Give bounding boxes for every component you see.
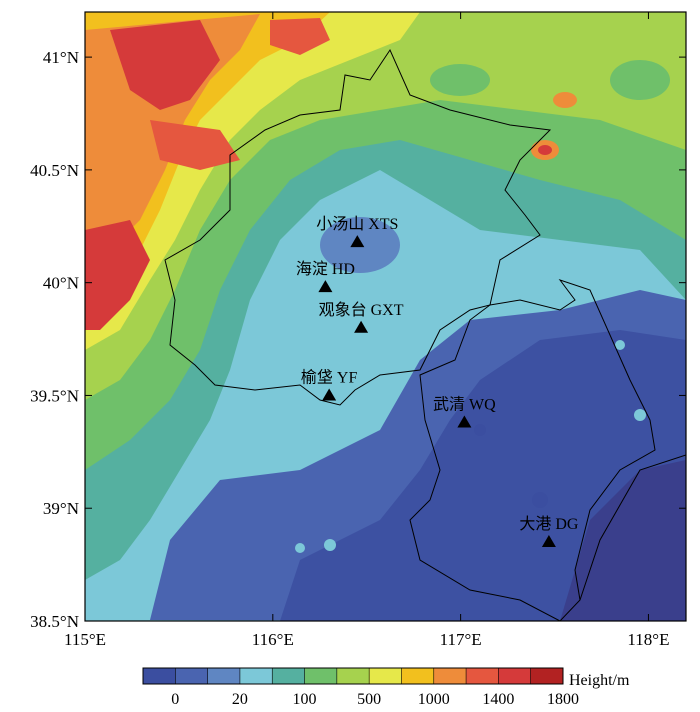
colorbar-segment [369, 668, 402, 684]
tianjin-boundary [409, 279, 656, 621]
colorbar-segment [433, 668, 467, 684]
lat-tick-label: 39.5°N [30, 386, 79, 405]
lon-tick-label: 116°E [252, 630, 294, 649]
colorbar-segment [530, 668, 564, 684]
lat-tick-label: 40°N [43, 274, 79, 293]
colorbar-tick-label: 100 [293, 691, 317, 708]
lon-tick-label: 115°E [64, 630, 106, 649]
colorbar-segment [239, 668, 273, 684]
station-label: 观象台 GXT [319, 301, 404, 319]
colorbar-segment [401, 668, 435, 684]
colorbar-segment [175, 668, 209, 684]
terrain-raster [85, 12, 686, 621]
colorbar-tick-label: 1400 [482, 691, 514, 708]
station-label: 海淀 HD [296, 260, 355, 278]
triangle-icon [541, 535, 556, 548]
colorbar-tick-label: 0 [171, 691, 179, 708]
colorbar-segment [143, 668, 176, 684]
lon-axis: 115°E 116°E 117°E 118°E [64, 12, 669, 649]
lon-tick-label: 117°E [440, 630, 482, 649]
station-marker[interactable]: 武清 WQ [433, 396, 496, 428]
triangle-icon [318, 280, 333, 293]
station-marker[interactable]: 大港 DG [519, 515, 579, 548]
coastline [579, 454, 686, 601]
colorbar-segment [498, 668, 532, 684]
lat-tick-label: 38.5°N [30, 612, 79, 631]
colorbar-tick-label: 500 [357, 691, 381, 708]
lat-tick-label: 39°N [43, 499, 79, 518]
station-marker[interactable]: 海淀 HD [296, 260, 355, 293]
colorbar-tick-label: 1000 [418, 691, 450, 708]
colorbar-tick-label: 1800 [547, 691, 579, 708]
lat-axis: 41°N 40.5°N 40°N 39.5°N 39°N 38.5°N [30, 48, 686, 631]
station-marker[interactable]: 观象台 GXT [319, 301, 404, 333]
triangle-icon [354, 320, 369, 333]
station-label: 武清 WQ [433, 396, 496, 414]
colorbar-segment [207, 668, 241, 684]
colorbar: 0 20 100 500 1000 1400 1800 Height/m [142, 667, 630, 708]
colorbar-frame [142, 667, 564, 685]
triangle-icon [457, 415, 472, 428]
beijing-boundary [164, 48, 552, 406]
province-boundaries [164, 48, 686, 621]
colorbar-title: Height/m [569, 672, 630, 689]
station-marker[interactable]: 小汤山 XTS [316, 215, 398, 248]
triangle-icon [350, 235, 365, 248]
station-label: 小汤山 XTS [316, 215, 398, 233]
triangle-icon [322, 388, 337, 401]
station-label: 榆垡 YF [301, 368, 358, 386]
colorbar-segment [272, 668, 306, 684]
lat-tick-label: 40.5°N [30, 161, 79, 180]
lat-tick-label: 41°N [43, 48, 79, 67]
lon-tick-label: 118°E [627, 630, 669, 649]
station-marker[interactable]: 榆垡 YF [301, 368, 358, 401]
plot-frame [84, 11, 687, 622]
colorbar-tick-label: 20 [232, 691, 248, 708]
colorbar-segment [466, 668, 499, 684]
station-label: 大港 DG [519, 515, 579, 533]
colorbar-segment [336, 668, 370, 684]
station-layer: 小汤山 XTS 海淀 HD 观象台 GXT 榆垡 YF 武清 WQ 大港 DG [296, 215, 579, 548]
colorbar-segment [304, 668, 338, 684]
